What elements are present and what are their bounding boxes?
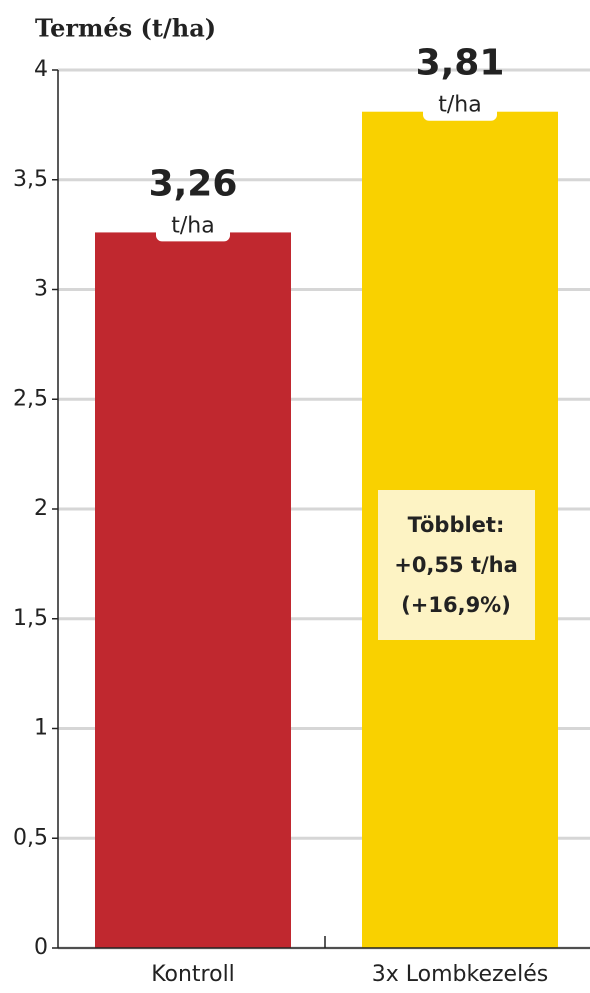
unit-box [423, 90, 497, 121]
value-label: 3,26 [149, 163, 238, 204]
bar [95, 232, 291, 948]
value-unit: t/ha [171, 213, 214, 238]
annotation-text: +0,55 t/ha [394, 553, 518, 577]
x-tick-label: Kontroll [151, 962, 235, 987]
y-tick-label: 0 [34, 935, 48, 960]
unit-box [156, 211, 230, 242]
y-tick-label: 3,5 [13, 167, 48, 192]
y-tick-label: 0,5 [13, 825, 48, 850]
y-tick-label: 3 [34, 277, 48, 302]
y-tick-label: 1,5 [13, 606, 48, 631]
value-unit: t/ha [438, 93, 481, 118]
y-tick-label: 2 [34, 496, 48, 521]
y-tick-label: 2,5 [13, 386, 48, 411]
chart-title: Termés (t/ha) [35, 14, 216, 43]
annotation-text: Többlet: [408, 513, 505, 537]
annotation-text: (+16,9%) [401, 593, 511, 617]
value-label: 3,81 [416, 43, 505, 84]
annotation-box [378, 490, 535, 640]
x-tick-label: 3x Lombkezelés [372, 962, 548, 987]
y-tick-label: 1 [34, 716, 48, 741]
y-tick-label: 4 [34, 57, 48, 82]
